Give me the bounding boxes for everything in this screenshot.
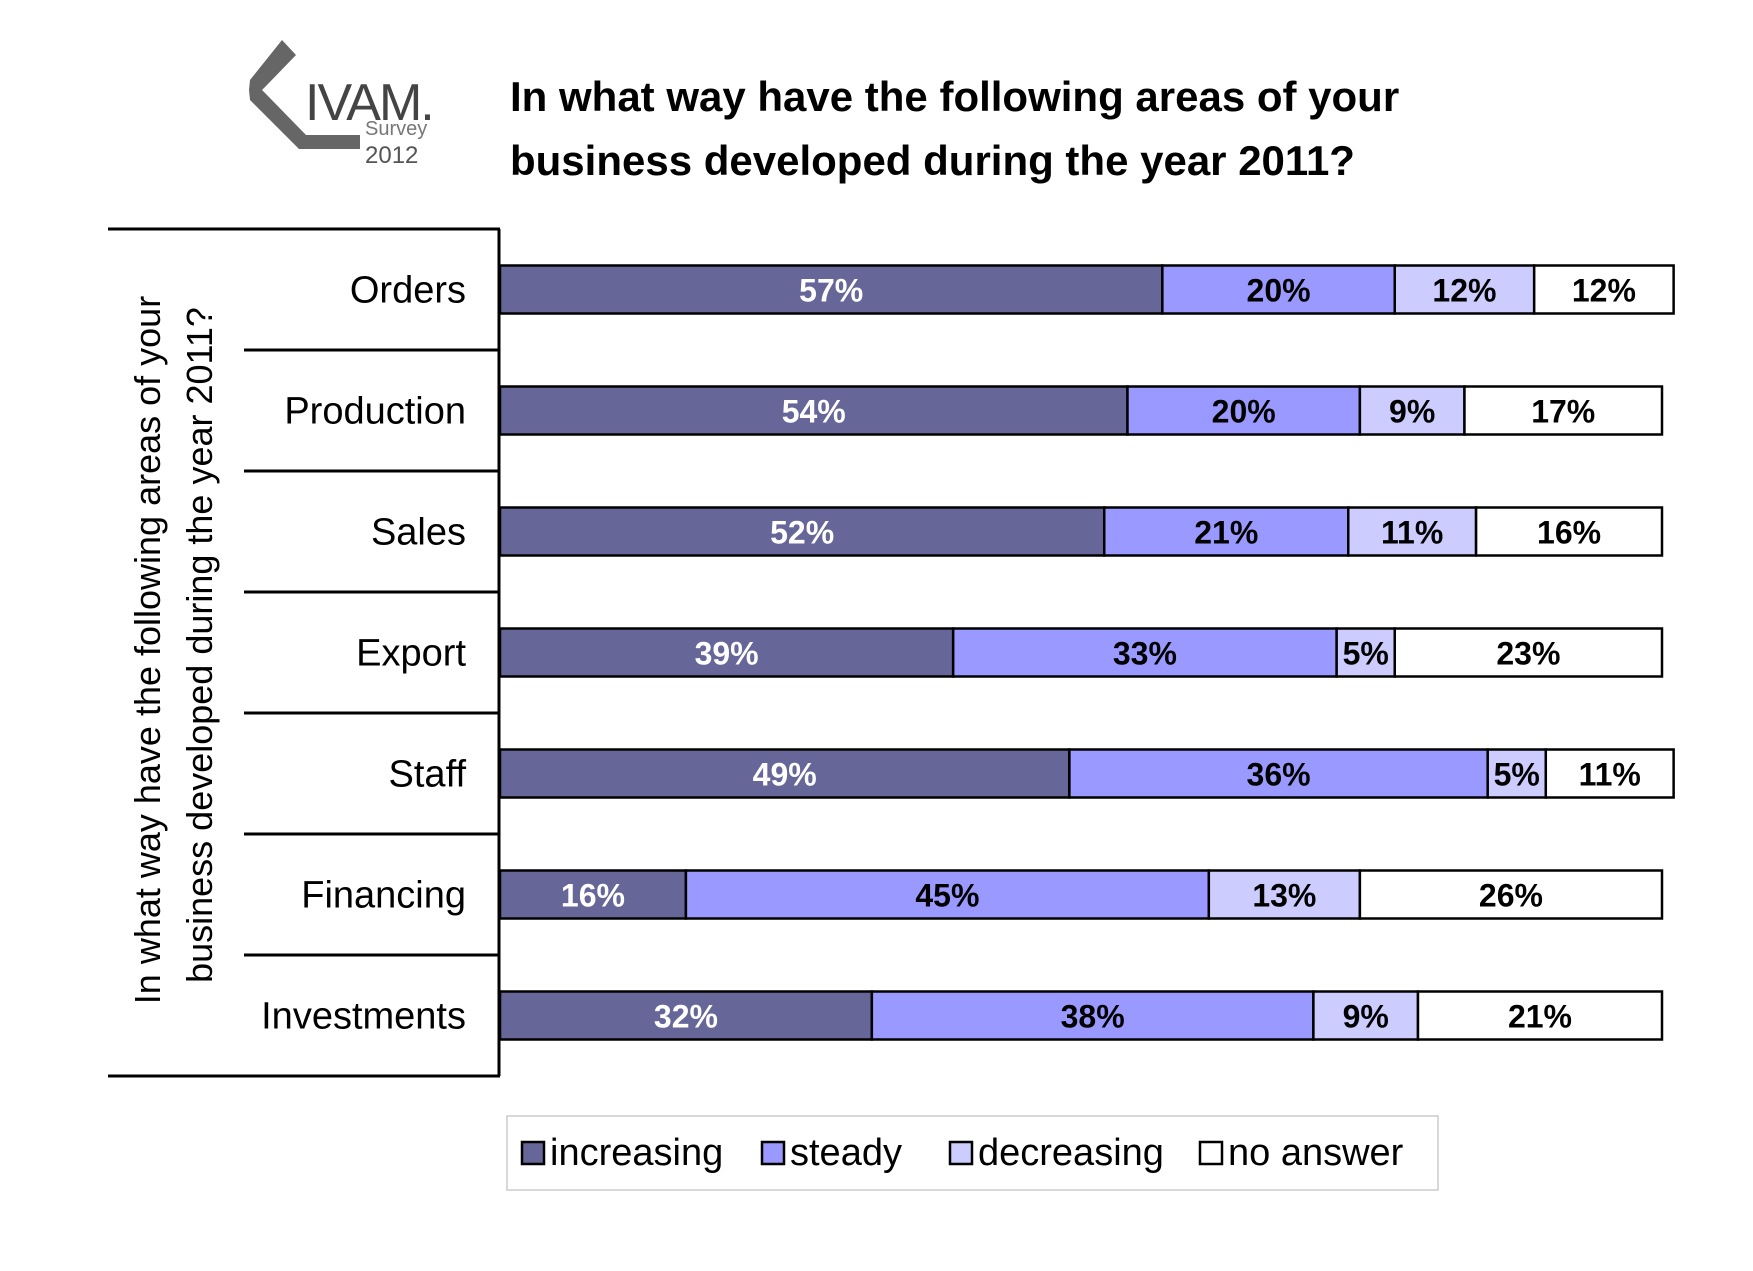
data-label: 16% — [561, 878, 625, 914]
bar-segment — [1393, 627, 1664, 678]
category-label: Financing — [301, 875, 466, 917]
bar-segment — [1474, 506, 1664, 557]
data-label: 26% — [1479, 878, 1543, 914]
category-label: Staff — [389, 754, 467, 796]
data-label: 12% — [1572, 273, 1636, 309]
data-label: 57% — [799, 273, 863, 309]
data-label: 5% — [1494, 757, 1540, 793]
category-label: Export — [356, 633, 466, 675]
bar-row: 32% 38% 9% 21% — [498, 990, 1664, 1041]
bar-segment — [1102, 506, 1350, 557]
data-label: 11% — [1579, 757, 1641, 793]
data-label: 17% — [1531, 394, 1595, 430]
bar-segment — [1463, 385, 1664, 436]
bar-row: 52% 21% 11% 16% — [498, 506, 1664, 557]
data-label: 13% — [1252, 878, 1316, 914]
legend-label: increasing — [550, 1132, 723, 1174]
legend-swatch — [760, 1140, 786, 1166]
ivam-logo: IVAM. Survey 2012 — [249, 40, 435, 169]
bar-segment — [1358, 869, 1664, 920]
data-label: 21% — [1194, 515, 1258, 551]
data-label: 38% — [1061, 999, 1125, 1035]
data-label: 23% — [1496, 636, 1560, 672]
bar-row: 49% 36% 5% 11% — [498, 748, 1675, 799]
category-label: Investments — [261, 996, 466, 1038]
data-label: 5% — [1343, 636, 1389, 672]
bar-segment — [1207, 869, 1362, 920]
legend-swatch — [520, 1140, 546, 1166]
legend-label: steady — [790, 1132, 902, 1174]
bar-segment — [1416, 990, 1664, 1041]
data-label: 33% — [1113, 636, 1177, 672]
data-label: 32% — [654, 999, 718, 1035]
bar-segment — [684, 869, 1211, 920]
bar-segment — [498, 748, 1071, 799]
logo-year-label: 2012 — [365, 142, 418, 169]
data-label: 36% — [1247, 757, 1311, 793]
bar-row: 54% 20% 9% 17% — [498, 385, 1664, 436]
y-axis-label: In what way have the following areas of … — [127, 286, 220, 1004]
bar-segment — [1161, 264, 1396, 315]
logo-survey-label: Survey — [365, 118, 427, 140]
data-label: 20% — [1212, 394, 1276, 430]
data-label: 45% — [915, 878, 979, 914]
logo-bracket-icon — [249, 40, 360, 149]
data-label: 39% — [695, 636, 759, 672]
bar-segment — [498, 990, 874, 1041]
category-label: Orders — [350, 270, 466, 312]
bar-segment — [1532, 264, 1675, 315]
category-labels: Orders Production Sales Export Staff Financin… — [261, 270, 466, 1038]
chart-title: In what way have the following areas of … — [510, 73, 1411, 184]
bar-segment — [498, 506, 1106, 557]
logo-brand: IVAM. — [305, 74, 433, 132]
data-label: 52% — [770, 515, 834, 551]
data-label: 49% — [753, 757, 817, 793]
data-label: 21% — [1508, 999, 1572, 1035]
data-label: 54% — [782, 394, 846, 430]
bar-segment — [870, 990, 1315, 1041]
data-label: 16% — [1537, 515, 1601, 551]
bar-row: 39% 33% 5% 23% — [498, 627, 1664, 678]
bar-segment — [1347, 506, 1478, 557]
bar-segment — [498, 264, 1164, 315]
data-label: 12% — [1432, 273, 1496, 309]
category-label: Sales — [371, 512, 466, 554]
data-label: 11% — [1381, 515, 1443, 551]
bar-segment — [1312, 990, 1420, 1041]
bar-segment — [1486, 748, 1548, 799]
data-label: 9% — [1343, 999, 1389, 1035]
bars: 57% 20% 12% 12% 54% 20% 9% 17% 52% 21% 11% 16% 39% 33… — [498, 264, 1675, 1041]
legend-label: no answer — [1228, 1132, 1404, 1174]
bar-row: 16% 45% 13% 26% — [498, 869, 1664, 920]
data-label: 9% — [1389, 394, 1435, 430]
category-label: Production — [284, 391, 466, 433]
legend-swatch — [948, 1140, 974, 1166]
bar-segment — [1544, 748, 1675, 799]
bar-row: 57% 20% 12% 12% — [498, 264, 1675, 315]
legend: increasing steady decreasing no answer — [506, 1115, 1439, 1191]
legend-label: decreasing — [978, 1132, 1164, 1174]
legend-swatch — [1198, 1140, 1224, 1166]
data-label: 20% — [1247, 273, 1311, 309]
